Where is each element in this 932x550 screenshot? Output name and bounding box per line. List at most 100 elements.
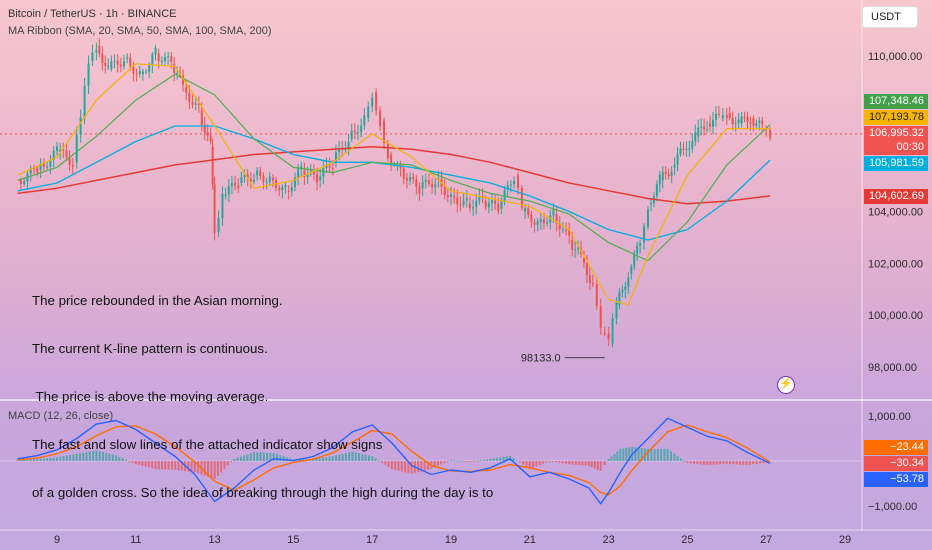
macd-histogram-bar [180,461,183,471]
candle-body [344,149,347,151]
macd-histogram-bar [62,456,65,461]
candle-body [138,71,141,75]
macd-histogram-bar [220,461,223,473]
currency-button[interactable]: USDT [862,6,918,28]
candle-body [703,126,706,130]
candle-body [135,73,138,75]
candle-body [132,66,135,74]
macd-histogram-bar [673,453,676,461]
macd-histogram-bar [666,448,669,461]
candle-body [749,121,752,124]
candle-body [107,65,110,67]
candle-body [243,174,246,178]
candle-body [68,157,71,166]
candle-body [101,53,104,63]
candle-body [170,56,173,62]
candle-body [599,305,602,328]
macd-histogram-bar [272,452,275,461]
candle-body [122,61,125,67]
candle-body [379,110,382,127]
candle-body [506,185,509,190]
macd-histogram-bar [535,461,538,467]
macd-histogram-bar [561,461,564,464]
candle-body [306,173,309,177]
time-tick-label: 19 [445,534,457,546]
candle-body [98,45,101,54]
candle-body [552,208,555,216]
macd-histogram-bar [486,459,489,461]
macd-histogram-bar [341,453,344,461]
candle-body [700,126,703,128]
sma20-line [17,63,771,306]
macd-histogram-bar [95,450,98,461]
candle-body [49,159,52,167]
macd-histogram-bar [75,453,78,461]
macd-histogram-bar [190,461,193,472]
macd-histogram-bar [85,452,88,461]
ma-ribbon-legend[interactable]: MA Ribbon (SMA, 20, SMA, 50, SMA, 100, S… [8,25,272,37]
sma50-badge: 107,348.46 [864,94,928,109]
macd-histogram-bar [131,461,134,463]
macd-histogram-bar [610,456,613,461]
time-tick-label: 15 [287,534,299,546]
macd-histogram-bar [528,461,531,470]
macd-histogram-bar [532,461,535,468]
candle-body [636,245,639,254]
macd-histogram-bar [663,448,666,461]
candle-body [224,194,227,196]
macd-histogram-bar [285,457,288,461]
candle-body [148,64,151,72]
candle-body [633,253,636,267]
macd-histogram-bar [335,455,338,461]
candle-body [734,123,737,125]
macd-histogram-bar [596,461,599,470]
annotation-line: The price rebounded in the Asian morning… [32,293,283,308]
candle-body [409,177,412,181]
candle-body [357,132,360,134]
macd-histogram-bar [230,461,233,463]
macd-histogram-bar [52,457,55,461]
candle-body [487,203,490,208]
sma20-badge: 107,193.78 [864,110,928,125]
macd-histogram-bar [282,456,285,461]
macd-histogram-bar [689,461,692,464]
macd-histogram-bar [298,459,301,461]
macd-histogram-bar [394,461,397,470]
candle-body [721,114,724,119]
candle-body [350,130,353,139]
candle-body [59,149,62,152]
candle-body [658,174,661,185]
macd-histogram-bar [762,461,765,464]
macd-histogram-bar [164,461,167,470]
macd-histogram-bar [738,461,741,465]
candle-body [19,180,22,184]
macd-histogram-bar [134,461,137,465]
lightning-icon[interactable]: ⚡ [777,376,795,394]
macd-histogram-bar [154,461,157,470]
macd-histogram-bar [709,461,712,465]
macd-histogram-bar [735,461,738,465]
macd-histogram-bar [505,456,508,461]
candle-body [383,120,386,144]
candle-body [755,122,758,126]
macd-histogram-bar [193,461,196,473]
candle-body [421,181,424,189]
low-price-label: 98133.0 [521,353,561,365]
candle-body [465,198,468,201]
candle-body [278,187,281,191]
candle-body [462,200,465,205]
candle-body [42,163,45,167]
macd-histogram-bar [650,448,653,461]
candle-body [706,129,709,131]
candle-body [213,184,216,233]
candle-body [728,113,731,119]
candle-body [679,148,682,155]
candle-body [375,92,378,111]
macd-legend[interactable]: MACD (12, 26, close) [8,410,114,422]
macd-histogram-bar [197,461,200,474]
candle-body [615,302,618,319]
macd-histogram-bar [65,455,68,461]
candle-body [568,229,571,236]
macd-histogram-bar [492,458,495,461]
